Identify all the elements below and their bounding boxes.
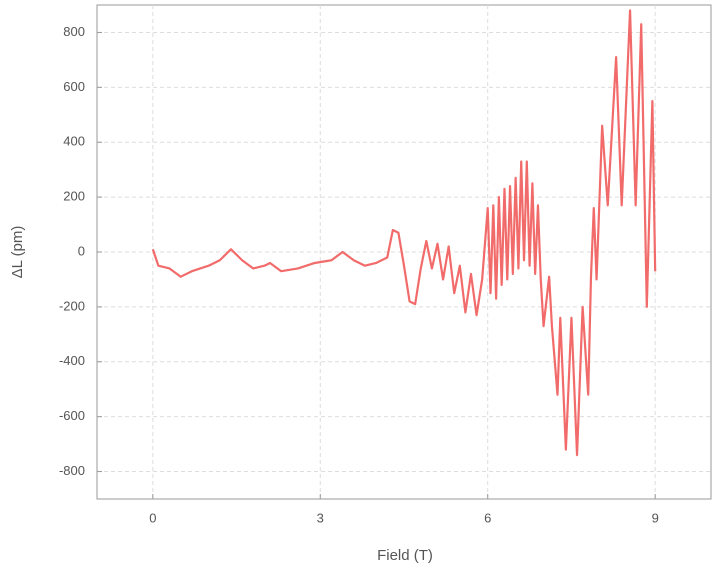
y-tick-label: -400 <box>59 353 85 368</box>
y-tick-label: 400 <box>63 134 85 149</box>
y-tick-label: 800 <box>63 24 85 39</box>
data-line <box>151 9 657 457</box>
x-tick-label: 6 <box>484 510 491 525</box>
y-tick-label: 600 <box>63 79 85 94</box>
y-tick-label: 200 <box>63 189 85 204</box>
y-tick-label: -600 <box>59 408 85 423</box>
x-axis-label: Field (T) <box>377 547 433 564</box>
x-tick-label: 3 <box>317 510 324 525</box>
y-tick-label: 0 <box>78 243 85 258</box>
y-tick-label: -200 <box>59 298 85 313</box>
y-axis-label: ΔL (pm) <box>9 226 26 279</box>
x-tick-label: 0 <box>149 510 156 525</box>
x-tick-label: 9 <box>652 510 659 525</box>
y-tick-label: -800 <box>59 463 85 478</box>
